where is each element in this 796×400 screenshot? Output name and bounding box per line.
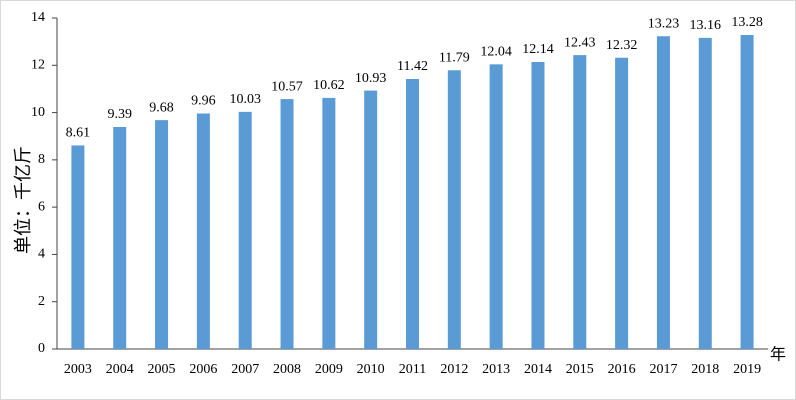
y-tick-label: 4 [38, 247, 45, 262]
y-tick-label: 0 [38, 341, 45, 356]
x-tick-label: 2010 [357, 362, 385, 377]
bar [364, 90, 378, 350]
x-tick-label: 2011 [399, 362, 426, 377]
x-tick-label: 2003 [64, 362, 92, 377]
data-label: 12.04 [480, 45, 512, 60]
x-tick-label: 2012 [440, 362, 468, 377]
x-tick-label: 2006 [189, 362, 217, 377]
data-label: 13.16 [690, 18, 722, 33]
data-label: 9.68 [149, 100, 174, 115]
x-tick-label: 2017 [649, 362, 677, 377]
bar [531, 61, 545, 350]
bar [740, 35, 754, 349]
bar [698, 37, 712, 350]
x-tick-label: 2015 [566, 362, 594, 377]
data-label: 12.32 [606, 38, 638, 53]
x-axis-label: 年 [770, 345, 786, 364]
data-label: 10.03 [229, 92, 261, 107]
data-label: 9.39 [107, 107, 132, 122]
bar [489, 64, 503, 349]
bar [238, 111, 252, 349]
bar [447, 70, 461, 349]
bar [155, 120, 169, 349]
x-tick-label: 2016 [608, 362, 636, 377]
data-label: 9.96 [191, 94, 216, 109]
x-tick-label: 2007 [231, 362, 259, 377]
data-label: 10.62 [313, 78, 345, 93]
bar [406, 78, 419, 350]
x-tick-label: 2014 [524, 362, 552, 377]
x-tick-label: 2019 [733, 362, 761, 377]
y-tick-label: 14 [31, 10, 45, 25]
data-label: 13.23 [648, 16, 680, 31]
bar [196, 113, 210, 349]
data-label: 12.43 [564, 35, 596, 50]
data-label: 11.79 [439, 50, 470, 65]
data-label: 10.93 [355, 71, 387, 86]
x-tick-label: 2018 [691, 362, 719, 377]
data-label: 12.14 [522, 42, 554, 57]
y-tick-label: 2 [38, 294, 45, 309]
x-tick-label: 2009 [315, 362, 343, 377]
bar [322, 97, 336, 349]
bar [113, 126, 127, 350]
bar [656, 36, 670, 350]
bar [71, 145, 85, 349]
data-label: 13.28 [731, 15, 763, 30]
bar [280, 99, 294, 349]
x-tick-label: 2005 [148, 362, 176, 377]
x-tick-label: 2004 [106, 362, 134, 377]
y-tick-label: 10 [31, 105, 45, 120]
y-tick-label: 12 [31, 58, 45, 73]
y-tick-label: 8 [38, 152, 45, 167]
data-label: 11.42 [397, 59, 428, 74]
y-tick-label: 6 [38, 199, 45, 214]
data-label: 10.57 [271, 79, 303, 94]
bar [573, 55, 587, 349]
data-label: 8.61 [66, 126, 91, 141]
x-tick-label: 2008 [273, 362, 301, 377]
bar [615, 57, 629, 349]
x-tick-label: 2013 [482, 362, 510, 377]
y-axis-label: 单位：千亿斤 [13, 146, 34, 254]
